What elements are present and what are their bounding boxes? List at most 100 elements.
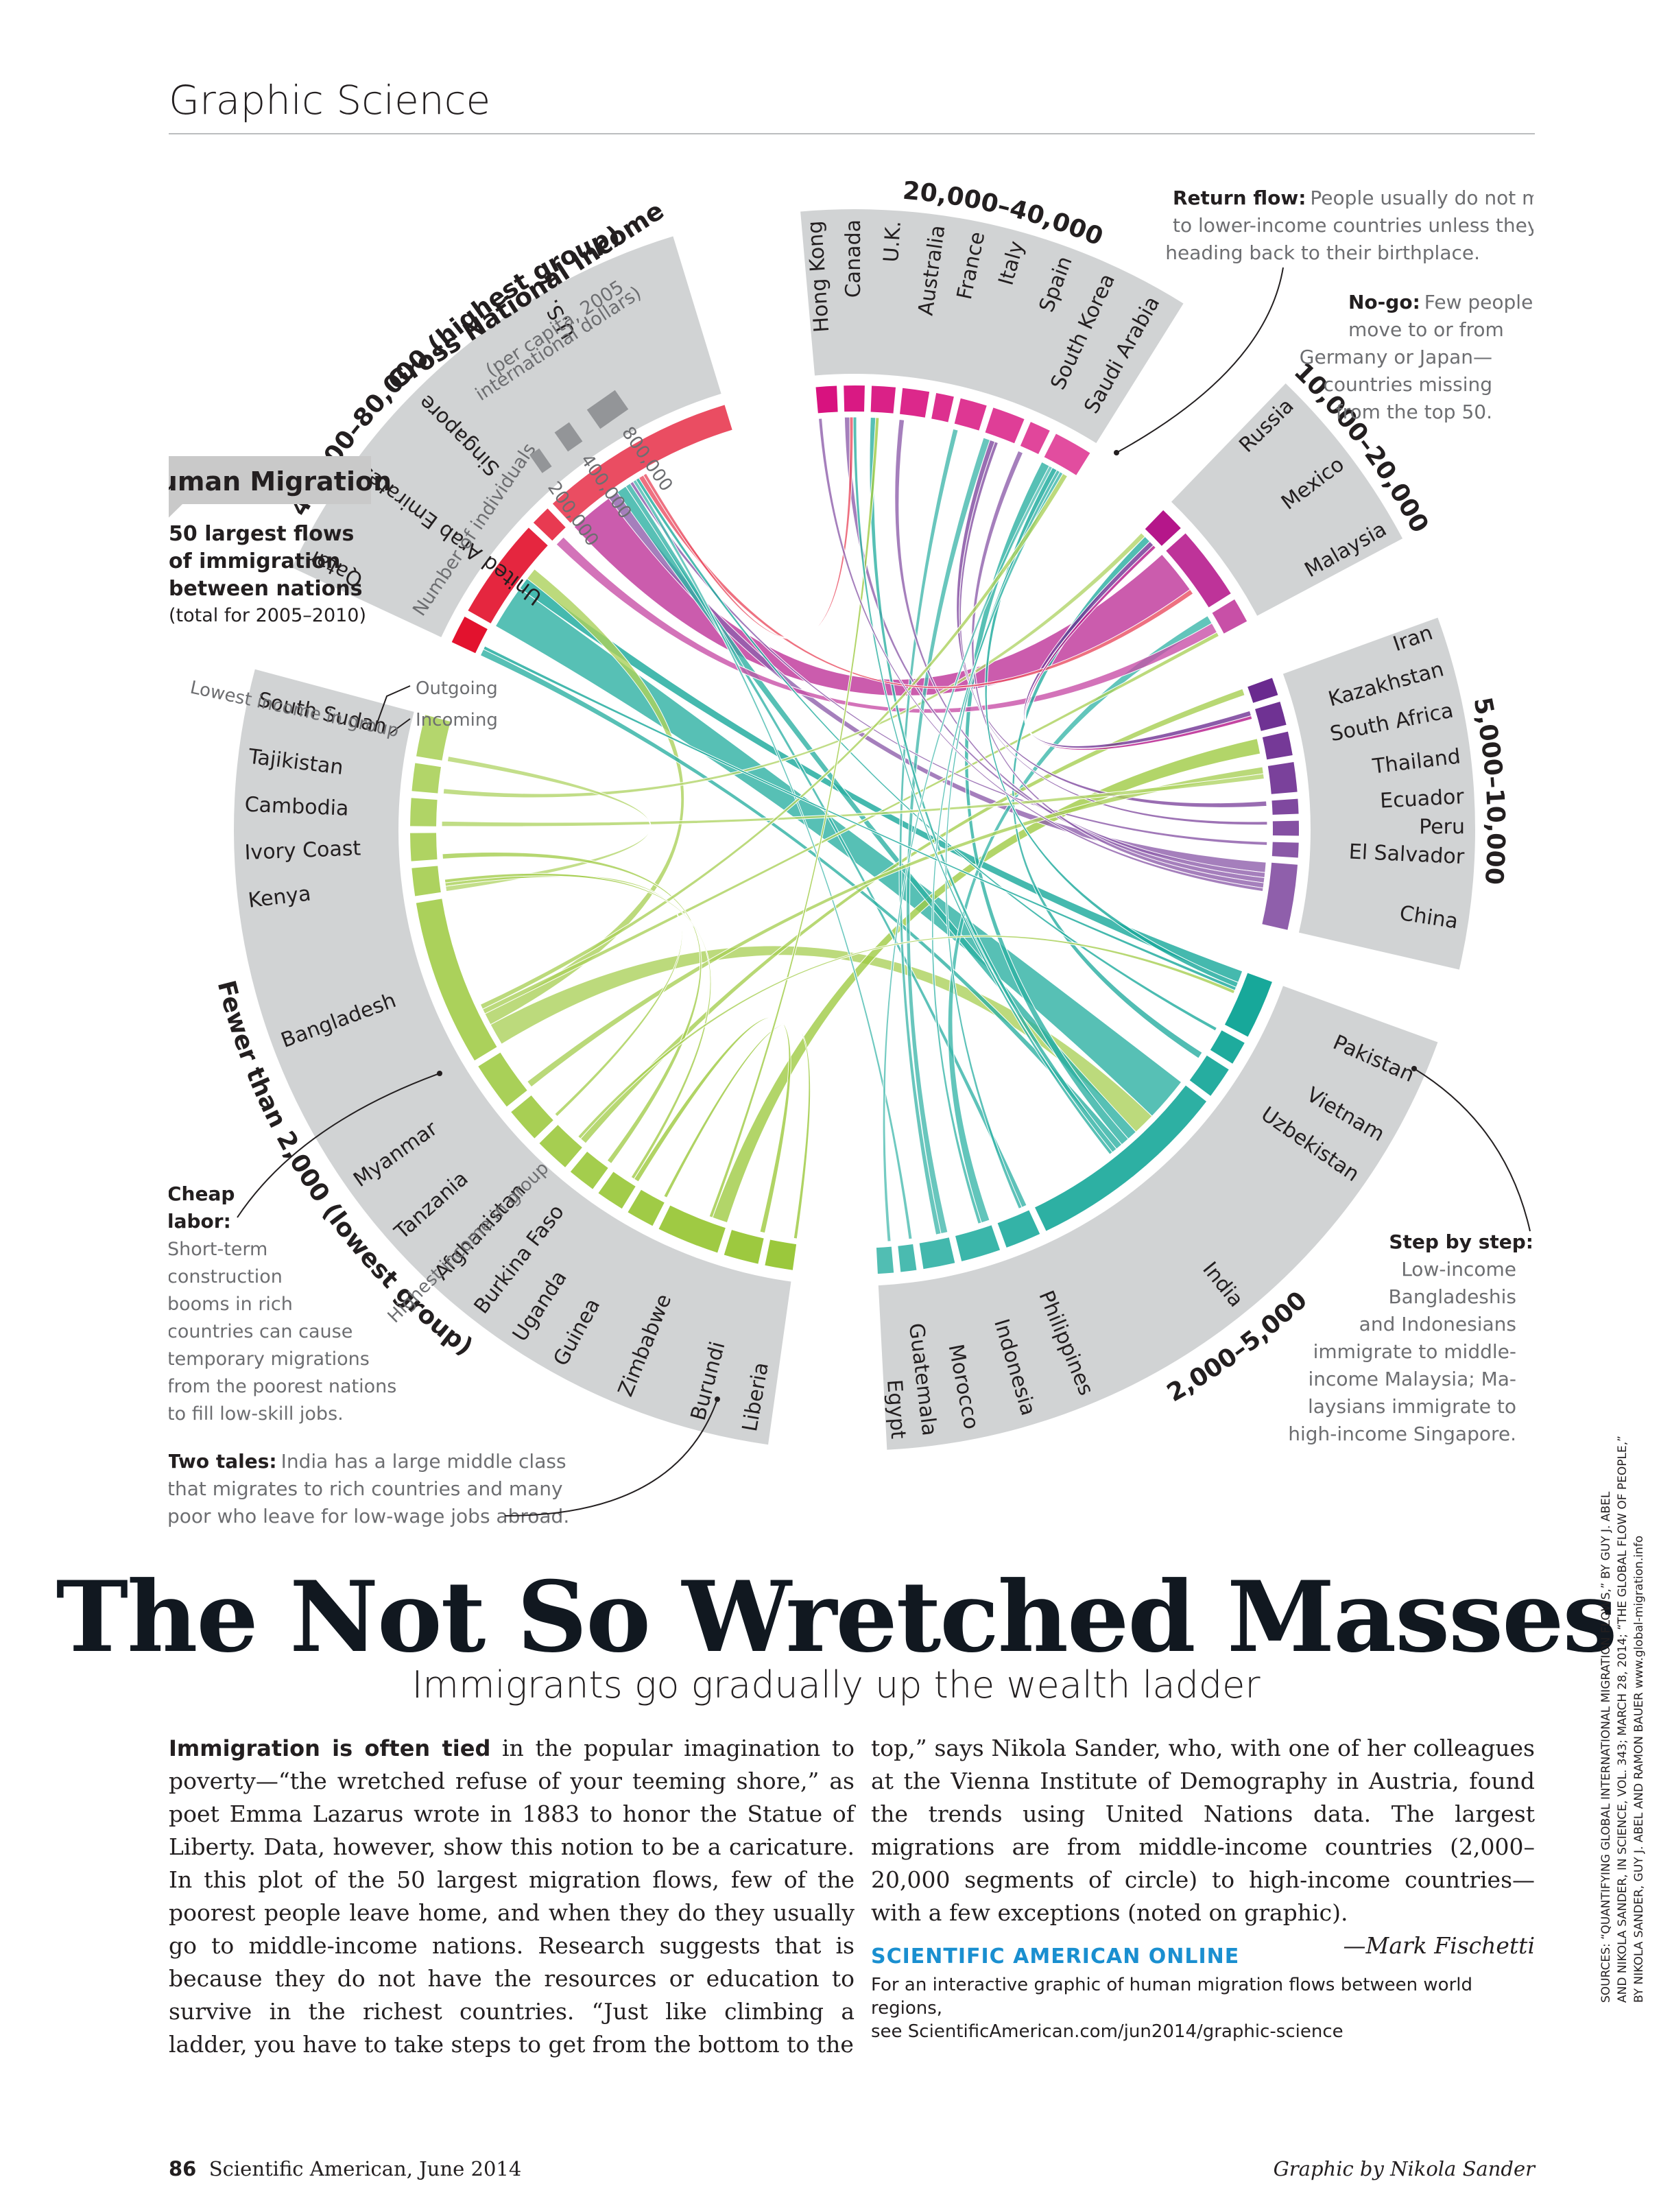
- segment-indonesia: [955, 1225, 1001, 1261]
- step-line-3: and Indonesians: [1359, 1313, 1516, 1335]
- country-label-u-k: U.K.: [879, 220, 906, 263]
- segment-singapore: [533, 508, 566, 541]
- page-number: 86: [169, 2157, 197, 2180]
- segment-thailand: [1267, 762, 1298, 794]
- page-title: The Not So Wretched Masses: [56, 1560, 1618, 1674]
- segment-hong-kong: [815, 385, 838, 414]
- flow-pakistan-to-qatar: [483, 645, 1237, 991]
- flow-india-to-u-k: [869, 416, 1117, 1153]
- flow-zimbabwe-to-south-africa: [712, 738, 1261, 1224]
- header-rule: [169, 133, 1535, 134]
- scale-swatch-400000: [554, 422, 583, 452]
- flow-morocco-to-italy: [898, 428, 959, 1235]
- cheap-labor-line-2: construction: [169, 1266, 283, 1287]
- segment-bangladesh: [416, 899, 497, 1061]
- flow-myanmar-to-thailand: [526, 766, 1264, 1088]
- flow-india-to-canada: [852, 416, 1113, 1155]
- flow-bangladesh-to-saudi-arabia: [479, 473, 1068, 1010]
- no-go-line-5: from the top 50.: [1336, 401, 1492, 423]
- online-link[interactable]: see ScientificAmerican.com/jun2014/graph…: [871, 2021, 1343, 2042]
- flow-u-s-to-canada: [643, 416, 854, 640]
- flow-ecuador-to-spain: [956, 439, 1267, 808]
- flow-indonesia-to-malaysia: [947, 615, 1213, 1224]
- flow-el-salvador-to-u-s: [629, 481, 1268, 846]
- body-text-2: top,” says Nikola Sander, who, with one …: [871, 1735, 1535, 1926]
- segment-uganda: [598, 1172, 636, 1209]
- body-lead: Immigration is often tied: [169, 1735, 491, 1761]
- country-label-ecuador: Ecuador: [1379, 785, 1465, 813]
- country-label-egypt: Egypt: [882, 1379, 910, 1440]
- section-label: Graphic Science: [169, 77, 491, 123]
- online-heading: SCIENTIFIC AMERICAN ONLINE: [871, 1945, 1240, 1969]
- flow-indonesia-to-saudi-arabia: [931, 471, 1064, 1225]
- flow-uzbekistan-to-russia: [1012, 536, 1203, 1059]
- step-line-2: Bangladeshis: [1388, 1285, 1516, 1308]
- segment-burkina-faso: [570, 1152, 608, 1189]
- step-line-4: immigrate to middle-: [1313, 1340, 1516, 1363]
- flow-tajikistan-to-russia: [442, 532, 1146, 798]
- sources-text: SOURCES: “QUANTIFYING GLOBAL INTERNATION…: [1598, 1436, 1647, 2003]
- segment-guatemala: [898, 1244, 917, 1272]
- segment-liberia: [765, 1239, 797, 1270]
- country-label-el-salvador: El Salvador: [1348, 840, 1466, 869]
- segment-ecuador: [1271, 798, 1299, 815]
- segment-south-sudan: [416, 715, 451, 761]
- flow-vietnam-to-u-s: [635, 477, 1218, 1032]
- flow-kazakhstan-to-russia: [1023, 540, 1252, 749]
- segment-india: [1035, 1085, 1207, 1231]
- cheap-labor-line-6: from the poorest nations: [169, 1376, 396, 1397]
- body-column-1: Immigration is often tied in the popular…: [169, 1732, 855, 2061]
- flow-guatemala-to-u-s: [632, 479, 913, 1240]
- footer-left: 86 Scientific American, June 2014: [169, 2157, 521, 2180]
- body-column-2: top,” says Nikola Sander, who, with one …: [871, 1732, 1535, 1962]
- segment-kazakhstan: [1255, 701, 1287, 731]
- segment-uzbekistan: [1189, 1055, 1229, 1096]
- flow-india-to-qatar: [479, 648, 1123, 1150]
- segment-qatar: [451, 616, 488, 654]
- segment-tanzania: [511, 1095, 553, 1139]
- segment-france: [931, 393, 954, 423]
- publication: Scientific American, June 2014: [208, 2157, 522, 2180]
- return-flow-annotation: Return flow:People usually do not move: [1173, 187, 1533, 209]
- flow-zimbabwe-to-u-k: [708, 417, 880, 1218]
- step-by-step-text: Low-income Bangladeshis and Indonesians …: [1288, 1258, 1516, 1445]
- byline: —Mark Fischetti: [1343, 1932, 1535, 1959]
- group-band-0: [291, 236, 721, 637]
- group-band-4: [878, 986, 1438, 1450]
- segment-tajikistan: [411, 763, 441, 794]
- return-flow-line-2: to lower-income countries unless they ar…: [1173, 214, 1533, 237]
- segment-russia: [1145, 510, 1181, 546]
- flow-uganda-to-kenya: [444, 872, 712, 1180]
- incoming-label: Incoming: [416, 710, 498, 730]
- segment-guinea: [628, 1189, 665, 1226]
- no-go-annotation: No-go: Few people: [1348, 291, 1533, 313]
- segment-south-africa: [1262, 731, 1293, 760]
- step-line-5: income Malaysia; Ma-: [1308, 1368, 1516, 1390]
- segment-peru: [1272, 820, 1299, 836]
- flow-bangladesh-to-india: [490, 945, 1153, 1133]
- flow-pakistan-to-saudi-arabia: [984, 467, 1239, 988]
- cheap-labor-line-4: countries can cause: [169, 1321, 353, 1342]
- segment-pakistan: [1224, 973, 1272, 1037]
- country-label-cambodia: Cambodia: [244, 793, 349, 821]
- segment-australia: [900, 388, 930, 418]
- segment-italy: [954, 398, 987, 431]
- segment-saudi-arabia: [1044, 433, 1090, 475]
- segment-ivory-coast: [410, 833, 438, 861]
- flow-liberia-to-guinea: [663, 1023, 811, 1239]
- group-band-1: [800, 209, 1184, 444]
- group-band-2: [1171, 383, 1403, 616]
- page-subtitle: Immigrants go gradually up the wealth la…: [411, 1663, 1261, 1706]
- online-description: For an interactive graphic of human migr…: [871, 1973, 1488, 2043]
- cheap-labor-line-5: temporary migrations: [169, 1348, 370, 1370]
- flow-afghanistan-to-iran: [580, 688, 1245, 1144]
- segment-morocco: [919, 1237, 955, 1270]
- flow-ribbons: [441, 416, 1268, 1242]
- scale-swatch-800000: [586, 390, 629, 429]
- flow-south-sudan-to-kenya: [445, 756, 652, 892]
- country-segments: [410, 385, 1299, 1274]
- segment-spain: [985, 407, 1025, 444]
- segment-philippines: [997, 1210, 1040, 1248]
- segment-south-korea: [1020, 422, 1050, 455]
- sources-credit: SOURCES: “QUANTIFYING GLOBAL INTERNATION…: [1598, 1436, 1646, 2003]
